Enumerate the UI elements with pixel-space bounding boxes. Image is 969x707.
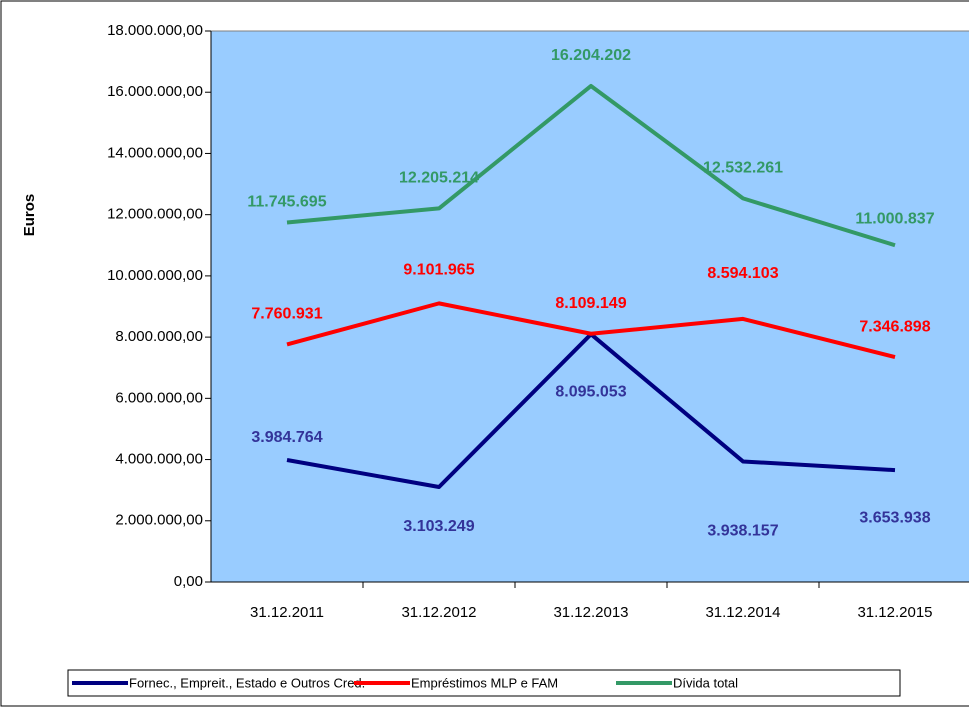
data-label: 7.346.898 (859, 318, 930, 335)
legend (67, 669, 901, 697)
data-label: 3.653.938 (859, 509, 930, 526)
y-tick-label: 10.000.000,00 (107, 267, 203, 284)
y-tick-label: 18.000.000,00 (107, 22, 203, 39)
y-tick-label: 2.000.000,00 (115, 512, 203, 529)
data-label: 12.205.214 (399, 170, 479, 187)
data-label: 7.760.931 (251, 306, 322, 323)
data-label: 11.745.695 (247, 194, 326, 211)
legend-label: Dívida total (673, 675, 738, 690)
series-line (286, 83, 896, 248)
x-tick-label: 31.12.2011 (250, 604, 324, 621)
data-label: 8.095.053 (555, 383, 626, 400)
data-label: 8.109.149 (555, 295, 626, 312)
data-label: 3.103.249 (403, 518, 474, 535)
data-label: 12.532.261 (703, 160, 783, 177)
x-tick-label: 31.12.2015 (857, 604, 932, 621)
y-tick-label: 16.000.000,00 (107, 83, 203, 100)
y-tick-label: 4.000.000,00 (115, 451, 203, 468)
x-tick-label: 31.12.2013 (553, 604, 628, 621)
legend-label: Empréstimos MLP e FAM (411, 675, 558, 690)
y-tick-label: 0,00 (174, 573, 203, 590)
x-tick-label: 31.12.2012 (401, 604, 476, 621)
y-axis-label: Euros (21, 194, 38, 237)
x-tick-label: 31.12.2014 (705, 604, 780, 621)
data-label: 3.984.764 (251, 429, 322, 446)
data-label: 3.938.157 (707, 523, 778, 540)
y-tick-label: 12.000.000,00 (107, 206, 203, 223)
y-tick-label: 14.000.000,00 (107, 144, 203, 161)
series-line (286, 301, 896, 360)
y-tick-label: 6.000.000,00 (115, 389, 203, 406)
plot-area (210, 30, 969, 583)
y-tick-label: 8.000.000,00 (115, 328, 203, 345)
data-label: 11.000.837 (855, 210, 934, 227)
data-label: 8.594.103 (707, 265, 778, 282)
legend-label: Fornec., Empreit., Estado e Outros Cred. (129, 675, 365, 690)
data-label: 16.204.202 (551, 47, 631, 64)
data-label: 9.101.965 (403, 262, 474, 279)
